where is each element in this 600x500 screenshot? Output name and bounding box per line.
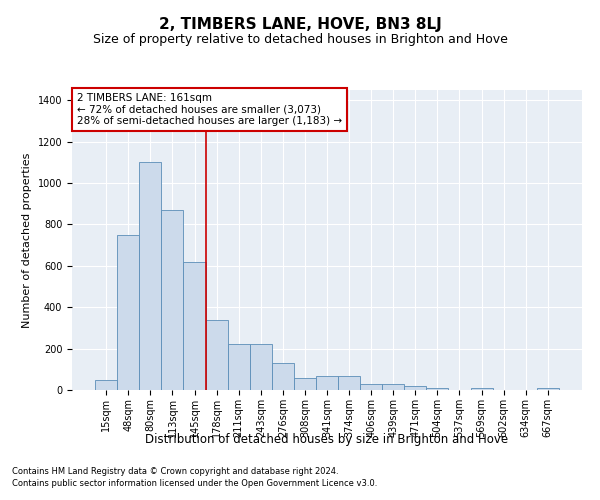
Bar	[161, 210, 184, 390]
Bar	[184, 262, 206, 390]
Bar	[250, 344, 272, 390]
Bar	[360, 384, 382, 390]
Text: Contains public sector information licensed under the Open Government Licence v3: Contains public sector information licen…	[12, 478, 377, 488]
Bar	[227, 344, 250, 390]
Y-axis label: Number of detached properties: Number of detached properties	[22, 152, 32, 328]
Text: 2, TIMBERS LANE, HOVE, BN3 8LJ: 2, TIMBERS LANE, HOVE, BN3 8LJ	[158, 18, 442, 32]
Text: Distribution of detached houses by size in Brighton and Hove: Distribution of detached houses by size …	[145, 432, 509, 446]
Bar	[537, 388, 559, 390]
Bar	[206, 320, 227, 390]
Bar	[427, 388, 448, 390]
Bar	[404, 386, 427, 390]
Bar	[139, 162, 161, 390]
Bar	[470, 388, 493, 390]
Bar	[316, 376, 338, 390]
Bar	[338, 376, 360, 390]
Bar	[272, 363, 294, 390]
Text: 2 TIMBERS LANE: 161sqm
← 72% of detached houses are smaller (3,073)
28% of semi-: 2 TIMBERS LANE: 161sqm ← 72% of detached…	[77, 93, 342, 126]
Bar	[95, 380, 117, 390]
Bar	[382, 384, 404, 390]
Text: Size of property relative to detached houses in Brighton and Hove: Size of property relative to detached ho…	[92, 32, 508, 46]
Bar	[117, 235, 139, 390]
Text: Contains HM Land Registry data © Crown copyright and database right 2024.: Contains HM Land Registry data © Crown c…	[12, 467, 338, 476]
Bar	[294, 378, 316, 390]
